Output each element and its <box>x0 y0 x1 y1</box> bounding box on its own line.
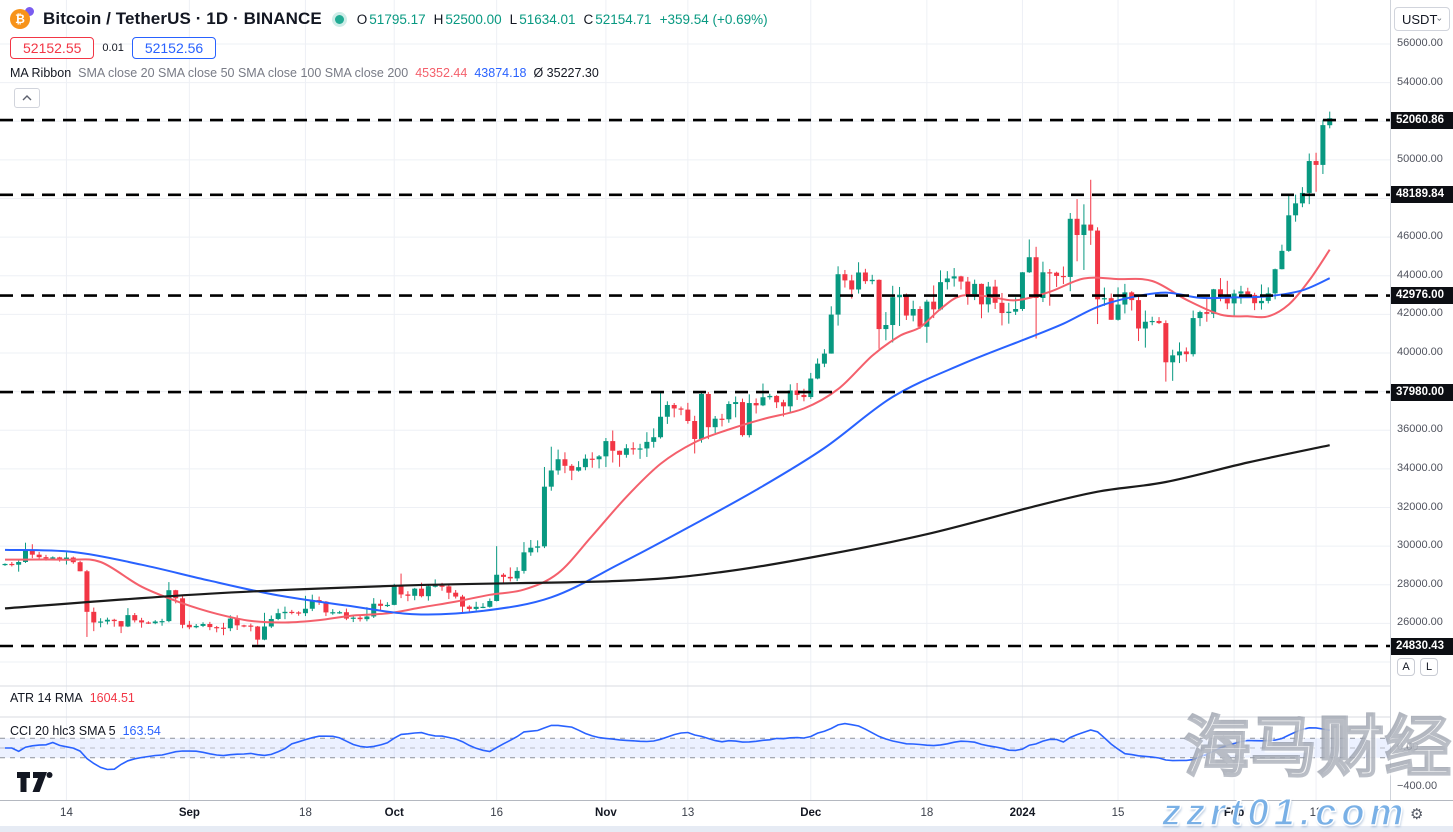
log-scale-button[interactable]: L <box>1420 658 1438 676</box>
watermark-site: zzrt01.com <box>1161 791 1409 832</box>
time-axis-label: Oct <box>384 807 404 819</box>
auto-scale-button[interactable]: A <box>1397 658 1415 676</box>
bitcoin-icon: ₿ <box>10 9 30 29</box>
cci-value: 163.54 <box>122 724 161 738</box>
cci-legend[interactable]: CCI 20 hlc3 SMA 5 163.54 <box>10 724 161 738</box>
ohlc-h-label: H <box>433 11 444 27</box>
sell-button[interactable]: 52152.55 <box>10 37 95 59</box>
symbol-title[interactable]: Bitcoin / TetherUS · 1D · BINANCE <box>43 9 322 28</box>
ohlc-c-label: C <box>583 11 594 27</box>
time-axis-label: Nov <box>595 807 617 819</box>
sma50-value: 43874.18 <box>474 66 527 80</box>
time-axis[interactable]: 14 Sep 18 Oct 16 Nov 13 Dec 18 2024 15 Feb 13 <box>0 801 1453 826</box>
time-axis-label: 15 <box>1111 807 1125 819</box>
price-axis-label: 54000.00 <box>1397 75 1443 88</box>
buy-button[interactable]: 52152.56 <box>131 37 217 59</box>
time-axis-label: Feb <box>1223 807 1245 819</box>
currency-label: USDT <box>1402 11 1438 27</box>
price-axis-label: 40000.00 <box>1397 346 1443 359</box>
price-level-badge: 52060.86 <box>1391 111 1453 129</box>
bid-ask-panel: 52152.55 0.01 52152.56 <box>10 37 217 59</box>
sma200-value: Ø 35227.30 <box>533 66 599 80</box>
symbol-header: ₿ Bitcoin / TetherUS · 1D · BINANCE O 517… <box>10 6 768 30</box>
collapse-indicators-button[interactable] <box>14 88 40 108</box>
time-axis-label: Dec <box>800 807 822 819</box>
price-axis-label: 44000.00 <box>1397 268 1443 281</box>
currency-dropdown[interactable]: USDT <box>1394 7 1450 31</box>
atr-title: ATR 14 RMA <box>10 691 83 705</box>
price-axis-label: 56000.00 <box>1397 37 1443 49</box>
time-axis-label: Sep <box>178 807 200 819</box>
price-level-badge: 24830.43 <box>1391 637 1453 655</box>
price-level-badge: 42976.00 <box>1391 287 1453 305</box>
price-axis-label: 30000.00 <box>1397 539 1443 552</box>
time-axis-label: 13 <box>1309 807 1323 819</box>
ohlc-l-label: L <box>509 11 518 27</box>
ohlc-l-value: 51634.01 <box>519 11 576 27</box>
chevron-up-icon <box>22 95 32 101</box>
price-axis-label: 46000.00 <box>1397 230 1443 243</box>
time-axis-label: 18 <box>299 807 312 819</box>
price-axis-label: 34000.00 <box>1397 461 1443 474</box>
ma-ribbon-legend[interactable]: MA Ribbon SMA close 20 SMA close 50 SMA … <box>10 66 599 80</box>
ohlc-o-label: O <box>356 11 368 27</box>
market-open-dot-icon <box>334 14 344 24</box>
ma-ribbon-params: SMA close 20 SMA close 50 SMA close 100 … <box>78 66 409 80</box>
bottom-strip <box>0 826 1453 832</box>
price-axis-label: 50000.00 <box>1397 152 1443 165</box>
ohlc-readout: O 51795.17 H 52500.00 L 51634.01 C 52154.71 … <box>357 12 768 27</box>
atr-legend[interactable]: ATR 14 RMA 1604.51 <box>10 691 135 705</box>
sma20-value: 45352.44 <box>415 66 468 80</box>
cci-axis-label: −400.00 <box>1397 780 1438 793</box>
time-axis-label: 2024 <box>1009 807 1036 819</box>
cci-axis-label: 0.00 <box>1397 741 1419 753</box>
price-axis-label: 28000.00 <box>1397 577 1443 590</box>
price-axis[interactable]: USDT A L 56000.00 54000.00 50000.00 46000.0… <box>1391 0 1453 800</box>
watermark-chinese: 海马财经 <box>1183 708 1452 787</box>
price-axis-label: 36000.00 <box>1397 423 1443 436</box>
ohlc-h-value: 52500.00 <box>445 11 502 27</box>
price-level-badge: 37980.00 <box>1391 383 1453 401</box>
spread-value: 0.01 <box>102 42 124 54</box>
ohlc-o-value: 51795.17 <box>369 11 426 27</box>
timezone-settings-gear-icon[interactable]: ⚙ <box>1410 805 1424 823</box>
cci-title: CCI 20 hlc3 SMA 5 <box>10 724 116 738</box>
ma-ribbon-title: MA Ribbon <box>10 66 72 80</box>
symbol-logo[interactable]: ₿ <box>10 6 35 30</box>
time-axis-label: 16 <box>490 807 504 819</box>
price-level-badge: 48189.84 <box>1391 186 1453 204</box>
ohlc-c-value: 52154.71 <box>595 11 652 27</box>
atr-value: 1604.51 <box>89 691 135 705</box>
ma-line-sma50 <box>4 277 1331 616</box>
time-axis-label: 13 <box>681 807 695 819</box>
time-axis-label: 14 <box>60 807 73 819</box>
price-axis-label: 42000.00 <box>1397 307 1443 320</box>
price-axis-label: 26000.00 <box>1397 616 1443 629</box>
price-axis-label: 32000.00 <box>1397 500 1443 513</box>
time-axis-label: 18 <box>920 807 934 819</box>
cci-line <box>5 722 1330 771</box>
ma-line-sma20 <box>4 249 1331 624</box>
ma-line-sma200 <box>4 444 1330 610</box>
chevron-down-icon <box>1437 17 1442 21</box>
candles-layer <box>2 111 1333 645</box>
tradingview-logo-icon[interactable] <box>16 771 54 793</box>
change-readout: +359.54 (+0.69%) <box>659 11 768 27</box>
